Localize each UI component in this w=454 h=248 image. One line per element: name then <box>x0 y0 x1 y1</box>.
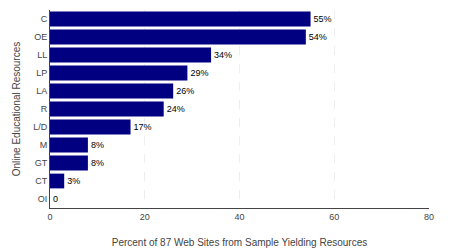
svg-text:8%: 8% <box>91 140 104 150</box>
svg-text:0: 0 <box>53 194 58 204</box>
svg-text:55%: 55% <box>314 14 332 24</box>
svg-text:Percent of 87 Web Sites from S: Percent of 87 Web Sites from Sample Yiel… <box>112 237 368 248</box>
svg-text:20: 20 <box>140 212 150 222</box>
svg-text:Online Educational Resources: Online Educational Resources <box>11 42 22 177</box>
svg-text:0: 0 <box>47 212 52 222</box>
svg-text:8%: 8% <box>91 158 104 168</box>
svg-text:GT: GT <box>35 158 48 168</box>
svg-text:54%: 54% <box>309 32 327 42</box>
svg-text:3%: 3% <box>67 176 80 186</box>
svg-text:LL: LL <box>37 50 47 60</box>
svg-text:LP: LP <box>36 68 47 78</box>
svg-text:L/D: L/D <box>33 122 48 132</box>
svg-text:29%: 29% <box>190 68 208 78</box>
svg-text:R: R <box>41 104 48 114</box>
svg-text:OI: OI <box>38 194 48 204</box>
svg-text:26%: 26% <box>176 86 194 96</box>
svg-text:34%: 34% <box>214 50 232 60</box>
svg-text:M: M <box>40 140 48 150</box>
svg-text:C: C <box>41 14 48 24</box>
svg-text:LA: LA <box>36 86 47 96</box>
svg-text:OE: OE <box>34 32 47 42</box>
svg-text:40: 40 <box>234 212 244 222</box>
svg-text:17%: 17% <box>134 122 152 132</box>
svg-text:24%: 24% <box>167 104 185 114</box>
svg-text:CT: CT <box>35 176 47 186</box>
svg-text:60: 60 <box>329 212 339 222</box>
svg-text:80: 80 <box>424 212 434 222</box>
